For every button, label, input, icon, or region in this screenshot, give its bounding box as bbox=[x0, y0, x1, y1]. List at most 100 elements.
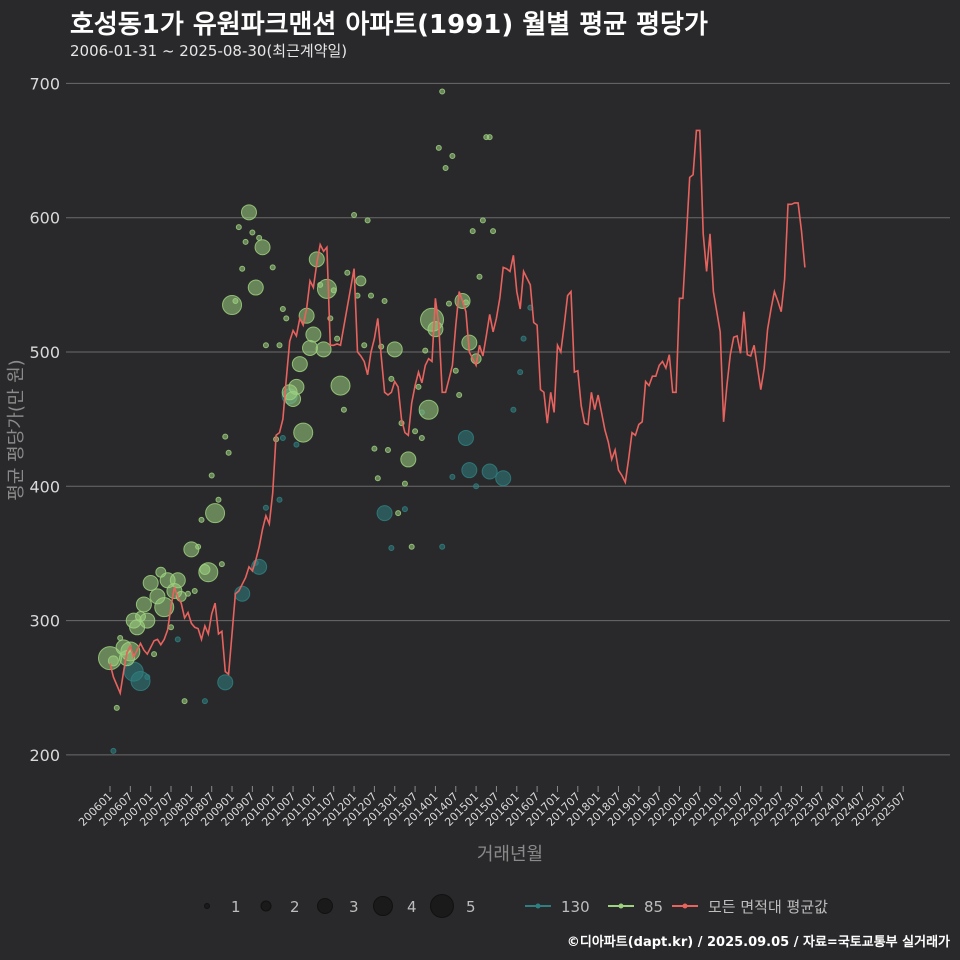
size-legend-label: 5 bbox=[466, 898, 476, 916]
point-85 bbox=[215, 496, 222, 503]
size-legend-label: 1 bbox=[231, 898, 241, 916]
point-85 bbox=[476, 273, 483, 280]
point-85 bbox=[276, 342, 283, 349]
point-85 bbox=[254, 239, 271, 256]
point-85 bbox=[139, 612, 156, 629]
point-130 bbox=[439, 543, 446, 550]
chart-subtitle: 2006-01-31 ~ 2025-08-30(최근계약일) bbox=[70, 42, 348, 60]
point-85 bbox=[384, 447, 391, 454]
size-legend-circle bbox=[204, 903, 210, 909]
point-130 bbox=[510, 406, 517, 413]
size-legend-circle bbox=[317, 898, 333, 914]
point-85 bbox=[113, 704, 120, 711]
point-85 bbox=[364, 217, 371, 224]
y-tick-label: 700 bbox=[29, 74, 60, 93]
series-85-points bbox=[98, 88, 497, 711]
point-85 bbox=[239, 265, 246, 272]
point-130 bbox=[262, 504, 269, 511]
y-tick-label: 600 bbox=[29, 209, 60, 228]
point-85 bbox=[191, 588, 198, 595]
point-85 bbox=[445, 300, 452, 307]
grid-layer bbox=[66, 82, 950, 756]
point-130 bbox=[276, 496, 283, 503]
point-130 bbox=[293, 441, 300, 448]
point-130 bbox=[473, 483, 480, 490]
point-85 bbox=[344, 269, 351, 276]
point-85 bbox=[469, 228, 476, 235]
series-130-points bbox=[110, 304, 534, 754]
point-85 bbox=[222, 295, 243, 315]
legend-label: 모든 면적대 평균값 bbox=[708, 898, 828, 916]
point-85 bbox=[386, 341, 403, 358]
y-tick-label: 400 bbox=[29, 477, 60, 496]
point-85 bbox=[305, 326, 322, 343]
point-130 bbox=[520, 335, 527, 342]
point-85 bbox=[351, 212, 358, 219]
point-85 bbox=[235, 224, 242, 231]
point-85 bbox=[315, 341, 332, 358]
point-85 bbox=[198, 562, 219, 583]
point-130 bbox=[144, 673, 151, 680]
size-legend-circle bbox=[430, 894, 454, 918]
point-85 bbox=[249, 229, 256, 236]
legend-key-dot bbox=[618, 903, 624, 909]
point-85 bbox=[240, 204, 257, 221]
point-85 bbox=[422, 347, 429, 354]
series-avg-line bbox=[109, 129, 806, 697]
y-axis: 200 300 400 500 600 700 bbox=[29, 74, 60, 764]
point-85 bbox=[302, 339, 318, 356]
point-85 bbox=[135, 596, 152, 613]
avg-line-path bbox=[109, 129, 806, 697]
point-130 bbox=[234, 585, 251, 602]
point-85 bbox=[435, 144, 442, 151]
point-85 bbox=[439, 88, 446, 95]
point-85 bbox=[388, 375, 395, 382]
legend: 1 2 3 4 5 130 85 모든 면적대 평균값 bbox=[204, 894, 828, 918]
point-85 bbox=[107, 655, 119, 667]
point-85 bbox=[368, 292, 375, 299]
point-85 bbox=[418, 399, 439, 420]
y-tick-label: 200 bbox=[29, 746, 60, 765]
point-85 bbox=[427, 321, 444, 338]
point-85 bbox=[293, 422, 314, 443]
point-130 bbox=[201, 698, 208, 705]
size-legend-circle bbox=[260, 900, 272, 912]
point-85 bbox=[415, 383, 422, 390]
point-85 bbox=[242, 238, 249, 245]
point-85 bbox=[225, 449, 232, 456]
point-85 bbox=[330, 287, 337, 294]
footer-credit: ©디아파트(dapt.kr) / 2025.09.05 / 자료=국토교통부 실… bbox=[566, 935, 950, 950]
point-85 bbox=[247, 279, 264, 296]
point-85 bbox=[401, 480, 408, 487]
point-85 bbox=[486, 134, 493, 141]
point-85 bbox=[381, 297, 388, 304]
point-130 bbox=[457, 429, 474, 446]
point-85 bbox=[418, 434, 425, 441]
point-85 bbox=[395, 510, 402, 517]
point-85 bbox=[154, 597, 175, 618]
point-130 bbox=[461, 462, 478, 479]
legend-label: 130 bbox=[561, 898, 590, 916]
point-85 bbox=[151, 651, 158, 658]
point-85 bbox=[205, 503, 226, 524]
point-130 bbox=[110, 747, 117, 754]
point-85 bbox=[355, 275, 367, 287]
point-85 bbox=[412, 428, 419, 435]
point-85 bbox=[408, 543, 415, 550]
point-85 bbox=[288, 378, 305, 395]
point-85 bbox=[181, 698, 188, 705]
point-130 bbox=[401, 506, 408, 513]
size-legend-label: 3 bbox=[349, 898, 359, 916]
point-85 bbox=[330, 375, 351, 396]
point-85 bbox=[334, 335, 341, 342]
point-85 bbox=[222, 433, 229, 440]
point-85 bbox=[291, 356, 308, 373]
point-85 bbox=[456, 391, 463, 398]
y-tick-label: 300 bbox=[29, 612, 60, 631]
point-85 bbox=[449, 152, 456, 159]
point-85 bbox=[361, 342, 368, 349]
point-85 bbox=[198, 516, 205, 523]
point-85 bbox=[400, 451, 417, 468]
point-130 bbox=[481, 463, 498, 480]
point-130 bbox=[376, 505, 393, 522]
